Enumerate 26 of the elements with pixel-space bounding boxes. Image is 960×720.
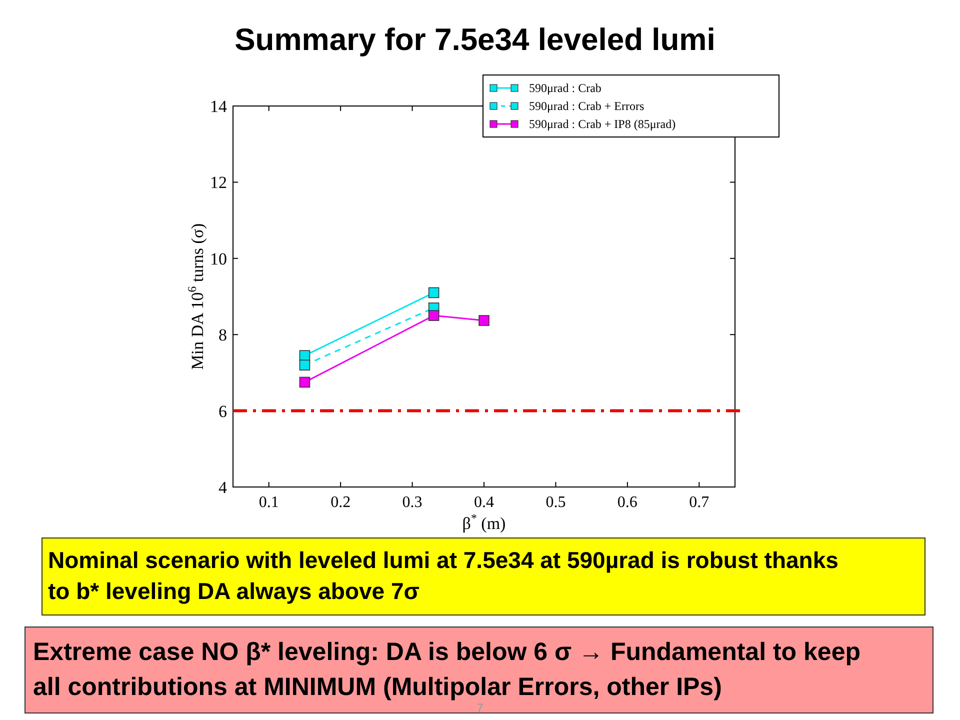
- y-tick-label: 8: [218, 326, 227, 345]
- point: [299, 376, 310, 388]
- x-axis-title: β$^{*}$ (m): [462, 511, 506, 533]
- text: Nominal scenario with leveled lumi at 7.5e34 at 590µrad is robust thanks to b* leveling DA always above 7σ: [48, 547, 838, 604]
- legend-label: 590μrad : Crab + IP8 (85μrad): [529, 117, 676, 131]
- legend-label: 590μrad : Crab: [529, 81, 602, 95]
- point: [428, 310, 440, 321]
- x-tick-label: 0.6: [617, 494, 638, 511]
- point: [428, 287, 440, 298]
- x-tick-label: 0.3: [402, 494, 422, 511]
- x-tick-label: 0.5: [546, 494, 566, 511]
- y-tick-label: 6: [218, 402, 227, 421]
- x-tick-label: 0.1: [258, 494, 279, 511]
- x-tick-label: 0.2: [330, 494, 351, 511]
- x-tick-label: 0.4: [474, 494, 494, 511]
- y-tick-label: 4: [218, 478, 228, 497]
- x-tick-label: 0.7: [689, 494, 710, 511]
- y-tick-label: 10: [210, 249, 227, 268]
- y-tick-label: 12: [210, 173, 227, 192]
- y-tick-label: 14: [210, 97, 228, 116]
- legend-label: 590μrad : Crab + Errors: [529, 99, 644, 113]
- text: 7: [476, 701, 484, 715]
- chart-title: Summary for 7.5e34 leveled lumi: [234, 22, 716, 57]
- text: Extreme case NO β* leveling: DA is below 6 σ → Fundamental to keep all contributions at MINIMUM (Multipolar Errors, other IPs): [33, 638, 861, 701]
- point: [478, 315, 490, 326]
- point: [299, 360, 310, 370]
